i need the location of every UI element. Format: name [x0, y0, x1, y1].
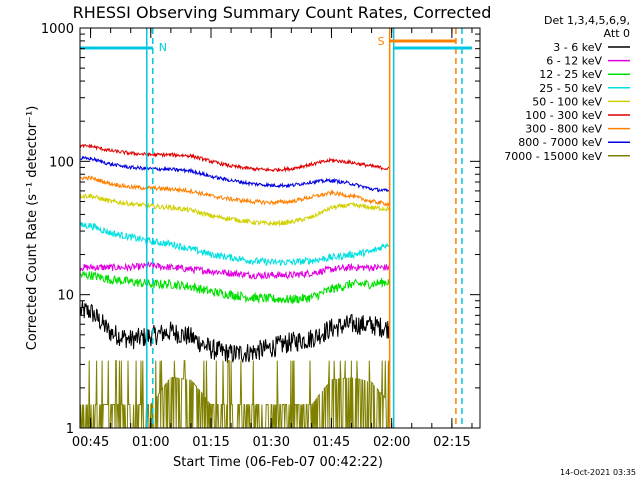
legend-entry-6: 300 - 800 keV [525, 123, 602, 136]
x-tick-label-3: 01:30 [253, 435, 290, 450]
series-line-0 [80, 300, 390, 364]
x-tick-label-4: 01:45 [313, 435, 350, 450]
x-tick-label-0: 00:45 [72, 435, 109, 450]
series-line-5 [80, 143, 389, 173]
chart-title: RHESSI Observing Summary Count Rates, Co… [73, 3, 492, 22]
series-line-1 [80, 260, 390, 280]
series-line-6 [80, 175, 390, 207]
x-tick-label-6: 02:15 [433, 435, 470, 450]
legend-entry-4: 50 - 100 keV [532, 95, 602, 108]
x-tick-label-5: 02:00 [373, 435, 410, 450]
plot-frame [79, 27, 481, 429]
x-tick-label-1: 01:00 [132, 435, 169, 450]
series-line-8 [80, 360, 390, 429]
y-tick-label-3: 1000 [41, 22, 74, 37]
legend-entry-1: 6 - 12 keV [546, 55, 602, 68]
y-axis-label: Corrected Count Rate (s⁻¹ detector⁻¹) [25, 106, 40, 351]
legend-entry-7: 800 - 7000 keV [518, 136, 602, 149]
y-tick-label-1: 10 [57, 289, 74, 304]
legend-entry-3: 25 - 50 keV [539, 82, 602, 95]
legend-entry-0: 3 - 6 keV [553, 41, 602, 54]
legend-header-2: Att 0 [604, 27, 630, 40]
y-tick-label-2: 100 [49, 155, 74, 170]
flag-label-0: N [159, 41, 167, 54]
x-axis-label: Start Time (06-Feb-07 00:42:22) [173, 455, 383, 470]
timestamp-footer: 14-Oct-2021 03:35 [560, 468, 636, 477]
flag-label-1: S [378, 35, 385, 48]
legend-entry-2: 12 - 25 keV [539, 68, 602, 81]
legend-header-1: Det 1,3,4,5,6,9, [544, 14, 630, 27]
y-tick-label-0: 1 [66, 422, 74, 437]
series-line-3 [80, 222, 390, 267]
x-tick-label-2: 01:15 [192, 435, 229, 450]
legend-entry-8: 7000 - 15000 keV [504, 150, 602, 163]
series-line-7 [80, 155, 390, 193]
series-line-4 [80, 192, 390, 228]
series-line-2 [80, 270, 390, 305]
legend-entry-5: 100 - 300 keV [525, 109, 602, 122]
